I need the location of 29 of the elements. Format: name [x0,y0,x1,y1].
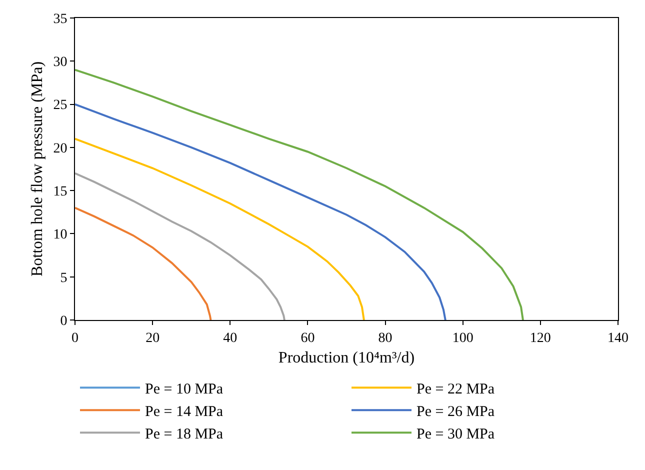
line-series [75,206,212,320]
y-tick-label: 25 [53,98,68,114]
x-tick-label: 80 [378,330,392,346]
x-tick-label: 40 [223,330,238,346]
y-tick-label: 35 [53,12,68,27]
x-tick-label: 60 [300,330,315,346]
x-tick-label: 100 [452,330,474,346]
y-tick-label: 30 [53,55,68,70]
line-series [75,68,524,320]
y-tick-label: 0 [60,314,68,329]
x-tick-label: 120 [530,330,551,346]
legend-label: Pe = 10 MPa [145,381,224,398]
x-tick-label: 140 [608,330,628,346]
line-series [75,103,446,320]
y-tick-label: 20 [53,141,68,156]
x-tick-label: 20 [146,330,160,346]
line-series [75,172,286,320]
legend-label: Pe = 26 MPa [416,404,495,420]
x-axis-title: Production (10⁴m³/d) [278,350,415,366]
line-series [75,138,365,320]
legend-label: Pe = 30 MPa [416,426,495,442]
y-tick-label: 5 [60,270,68,286]
legend-label: Pe = 18 MPa [145,426,224,442]
y-tick-label: 10 [53,228,68,243]
y-axis-title: Bottom hole flow pressure (MPa) [29,61,46,277]
legend-label: Pe = 14 MPa [145,404,224,420]
legend-label: Pe = 22 MPa [416,381,495,398]
x-tick-label: 0 [72,330,78,346]
y-tick-label: 15 [53,184,68,200]
